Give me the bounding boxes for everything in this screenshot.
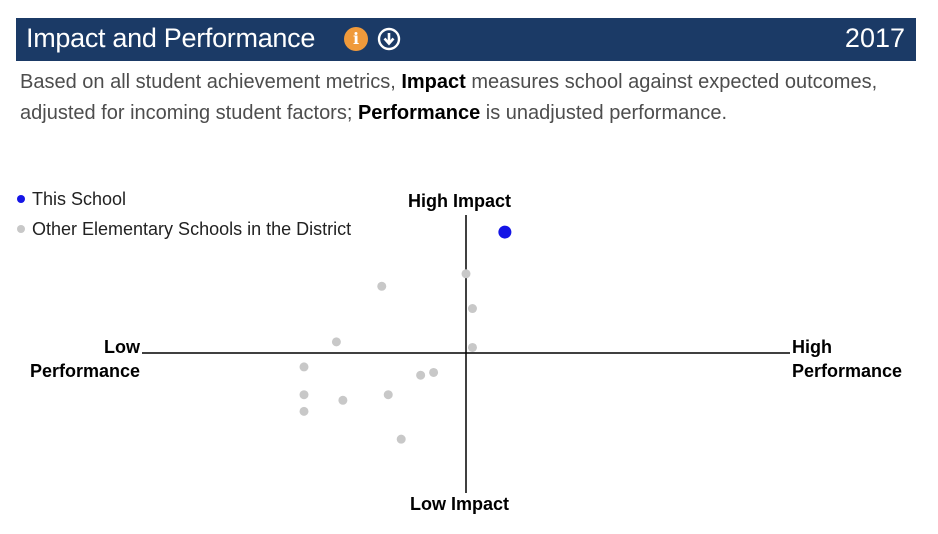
- other-school-point-9: [383, 390, 393, 400]
- axis-label-left-line2: Performance: [29, 361, 140, 381]
- other-school-point-1: [467, 304, 477, 314]
- axis-label-right-line2: Performance: [792, 361, 903, 381]
- description-bold-impact: Impact: [401, 71, 466, 93]
- other-school-point-12: [396, 434, 406, 444]
- axis-label-left-line1: Low: [104, 337, 140, 357]
- this-school-point: [498, 225, 512, 239]
- other-school-point-10: [416, 370, 426, 380]
- other-school-point-4: [331, 337, 341, 347]
- axis-label-left: Low Performance: [16, 335, 140, 383]
- other-school-point-6: [299, 390, 309, 400]
- legend-label-other-schools: Other Elementary Schools in the District: [32, 219, 352, 239]
- data-points: [299, 225, 512, 444]
- axis-label-top: High Impact: [408, 191, 512, 211]
- axis-label-bottom: Low Impact: [410, 494, 510, 514]
- axis-label-right: High Performance: [792, 335, 902, 383]
- info-icon[interactable]: i: [344, 27, 368, 51]
- description-text-2: measures school against expected outcome…: [20, 71, 878, 124]
- other-school-point-0: [461, 269, 471, 279]
- download-icon[interactable]: [377, 27, 401, 51]
- other-school-point-3: [377, 281, 387, 291]
- other-school-point-11: [429, 367, 439, 377]
- axis-label-right-line1: High: [792, 337, 832, 357]
- legend-dot-other-schools: [17, 225, 25, 233]
- page-title: Impact and Performance: [26, 23, 316, 53]
- legend-dot-this-school: [17, 195, 25, 203]
- other-school-point-2: [467, 342, 477, 352]
- description: Based on all student achievement metrics…: [20, 67, 910, 129]
- other-school-point-7: [299, 406, 309, 416]
- other-school-point-8: [338, 395, 348, 405]
- description-text-1: Based on all student achievement metrics…: [20, 71, 402, 93]
- legend-label-this-school: This School: [32, 189, 127, 209]
- other-school-point-5: [299, 362, 309, 372]
- description-text-3: is unadjusted performance.: [480, 102, 728, 124]
- year-label: 2017: [844, 23, 905, 53]
- header-bar: Impact and Performance i 2017: [16, 18, 916, 61]
- description-bold-performance: Performance: [357, 102, 481, 124]
